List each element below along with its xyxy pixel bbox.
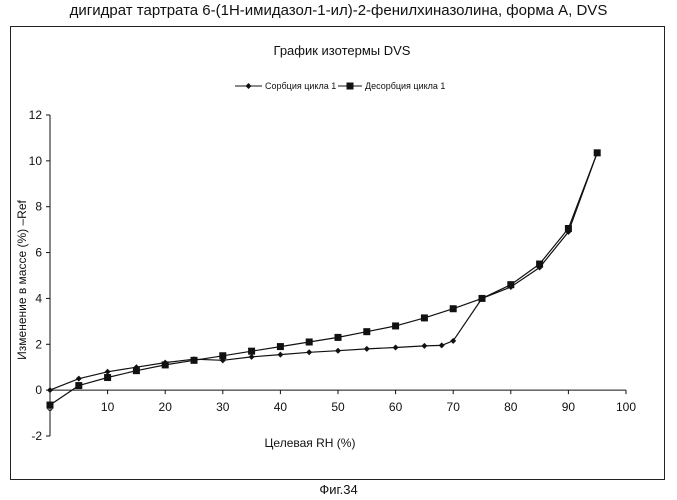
data-point [105,369,111,375]
data-point [306,349,312,355]
chart-title: График изотермы DVS [274,43,411,58]
data-point [191,357,198,364]
data-point [421,314,428,321]
y-tick-label: 10 [29,154,43,168]
data-point [47,402,54,409]
y-tick-label: 6 [35,246,42,260]
legend: Сорбция цикла 1 Десорбция цикла 1 [235,81,445,91]
data-point [219,352,226,359]
x-tick-label: 80 [504,400,518,414]
data-point [392,322,399,329]
data-point [277,352,283,358]
x-axis-title: Целевая RH (%) [265,436,356,450]
legend-sorption-marker [246,83,252,89]
data-point [421,343,427,349]
x-tick-label: 30 [216,400,230,414]
x-tick-label: 100 [616,400,636,414]
data-point [335,348,341,354]
data-point [594,149,601,156]
data-point [104,374,111,381]
y-tick-label: 2 [35,337,42,351]
data-point [393,344,399,350]
y-tick-label: 8 [35,200,42,214]
x-tick-label: 70 [447,400,461,414]
y-tick-label: 4 [35,291,42,305]
data-point [439,342,445,348]
series-line-2 [50,153,597,405]
data-point [76,376,82,382]
y-tick-label: 0 [35,383,42,397]
y-axis-title: Изменение в массе (%) –Ref [15,200,29,360]
figure-caption: Фиг.34 [0,482,677,497]
data-point [335,334,342,341]
data-point [248,348,255,355]
data-point [75,382,82,389]
data-point [162,361,169,368]
data-point [507,281,514,288]
data-point [249,354,255,360]
legend-desorption-marker [347,83,354,90]
data-point [479,295,486,302]
data-point [363,328,370,335]
data-point [565,225,572,232]
x-tick-label: 10 [101,400,115,414]
y-tick-label: 12 [29,108,43,122]
series-line-1 [50,153,597,390]
data-point [277,343,284,350]
legend-desorption-label: Десорбция цикла 1 [365,81,445,91]
axes: -20246810120102030405060708090100 [29,108,637,443]
data-point [133,367,140,374]
legend-sorption-label: Сорбция цикла 1 [265,81,336,91]
x-tick-label: 40 [274,400,288,414]
x-tick-label: 90 [562,400,576,414]
data-point [364,346,370,352]
data-point [306,338,313,345]
x-tick-label: 50 [331,400,345,414]
x-tick-label: 20 [159,400,173,414]
y-tick-label: -2 [31,429,42,443]
data-point [536,261,543,268]
series-layer [47,149,601,408]
x-tick-label: 60 [389,400,403,414]
data-point [47,387,53,393]
data-point [450,305,457,312]
